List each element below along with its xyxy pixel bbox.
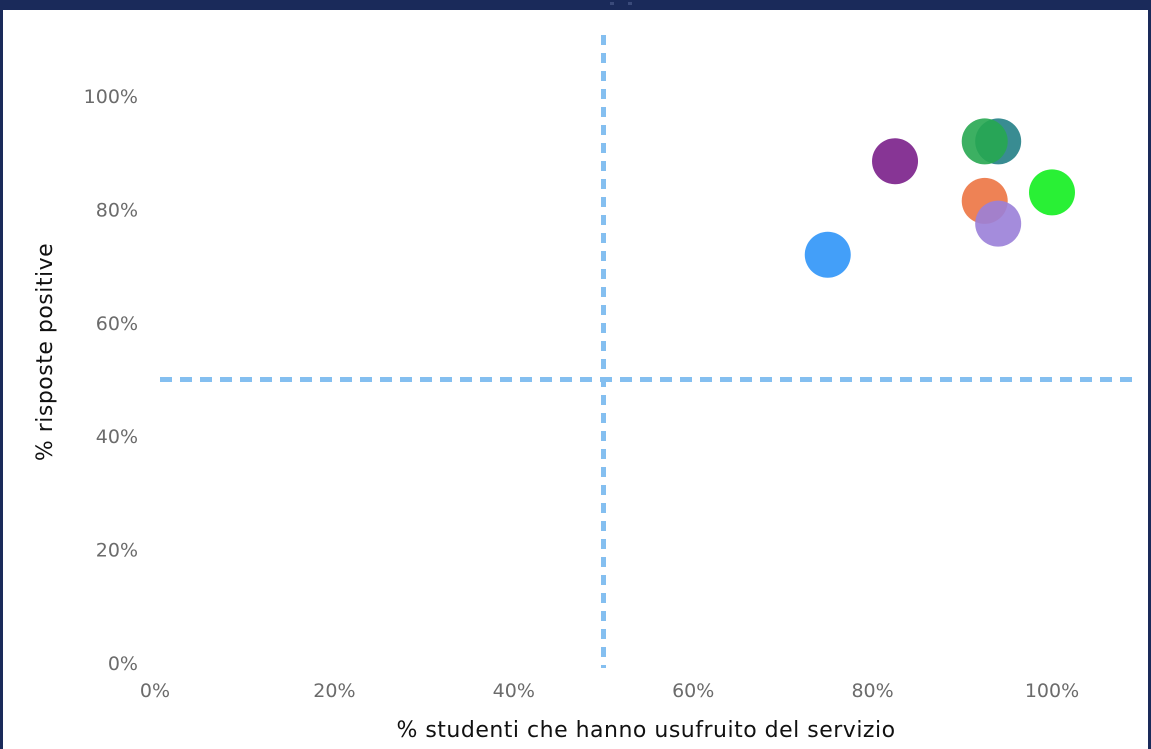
top-bar-marker: [628, 2, 632, 5]
top-bar-marker: [610, 2, 614, 5]
y-tick-label: 80%: [96, 199, 138, 221]
data-point[interactable]: [1029, 169, 1075, 216]
y-axis-title: % risposte positive: [33, 243, 58, 461]
top-bar: [0, 0, 1151, 10]
x-tick-label: 20%: [313, 680, 355, 702]
data-point[interactable]: [804, 231, 851, 278]
reference-lines: [160, 35, 1135, 668]
y-tick-label: 40%: [96, 426, 138, 448]
x-axis-title: % studenti che hanno usufruito del servi…: [396, 718, 895, 743]
x-axis-ticks: 0% 20% 40% 60% 80% 100%: [140, 680, 1079, 702]
data-point[interactable]: [975, 200, 1022, 247]
y-tick-label: 0%: [108, 653, 138, 675]
x-tick-label: 60%: [672, 680, 714, 702]
x-tick-label: 40%: [493, 680, 535, 702]
data-points: [804, 118, 1075, 278]
x-tick-label: 100%: [1025, 680, 1079, 702]
x-tick-label: 80%: [851, 680, 893, 702]
data-point[interactable]: [961, 118, 1008, 165]
x-tick-label: 0%: [140, 680, 170, 702]
y-tick-label: 100%: [84, 86, 138, 108]
data-point[interactable]: [872, 138, 919, 185]
y-tick-label: 60%: [96, 313, 138, 335]
y-tick-label: 20%: [96, 540, 138, 562]
y-axis-ticks: 0% 20% 40% 60% 80% 100%: [84, 86, 138, 675]
